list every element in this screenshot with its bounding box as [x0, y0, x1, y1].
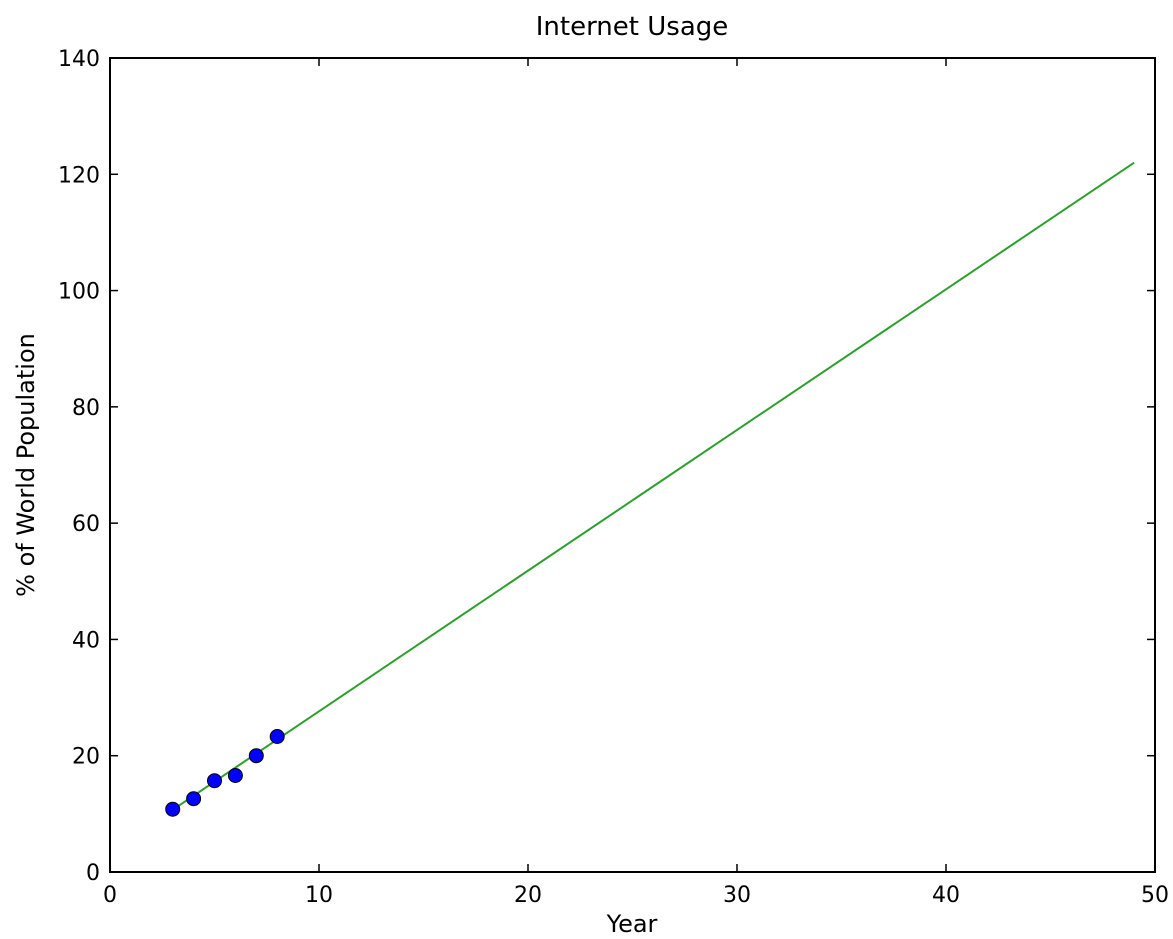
trend-line — [172, 161, 1135, 811]
y-tick-label: 80 — [72, 396, 100, 421]
y-tick-label: 20 — [72, 745, 100, 770]
y-tick-label: 140 — [58, 47, 100, 72]
data-point — [227, 768, 243, 783]
y-tick-label: 0 — [86, 861, 100, 886]
data-point — [186, 791, 202, 807]
x-tick-label: 50 — [1141, 883, 1169, 908]
plot-frame — [109, 57, 1156, 873]
x-tick-label: 0 — [103, 883, 117, 908]
x-axis: 0 10 20 30 40 50 — [103, 58, 1169, 908]
data-point — [248, 748, 264, 764]
y-tick-label: 40 — [72, 628, 100, 653]
x-axis-label: Year — [606, 910, 658, 938]
y-tick-label: 100 — [58, 280, 100, 305]
y-tick-label: 120 — [58, 163, 100, 188]
data-point — [269, 729, 285, 744]
data-point — [207, 773, 222, 789]
x-tick-label: 10 — [305, 883, 333, 908]
plot-area — [165, 161, 1135, 817]
x-tick-label: 20 — [514, 883, 542, 908]
y-axis: 0 20 40 60 80 100 120 140 — [58, 47, 1155, 886]
data-point — [165, 801, 181, 817]
x-tick-label: 30 — [723, 883, 751, 908]
chart-title: Internet Usage — [536, 12, 729, 42]
x-tick-label: 40 — [932, 883, 960, 908]
y-axis-label: % of World Population — [12, 333, 40, 597]
y-tick-label: 60 — [72, 512, 100, 537]
